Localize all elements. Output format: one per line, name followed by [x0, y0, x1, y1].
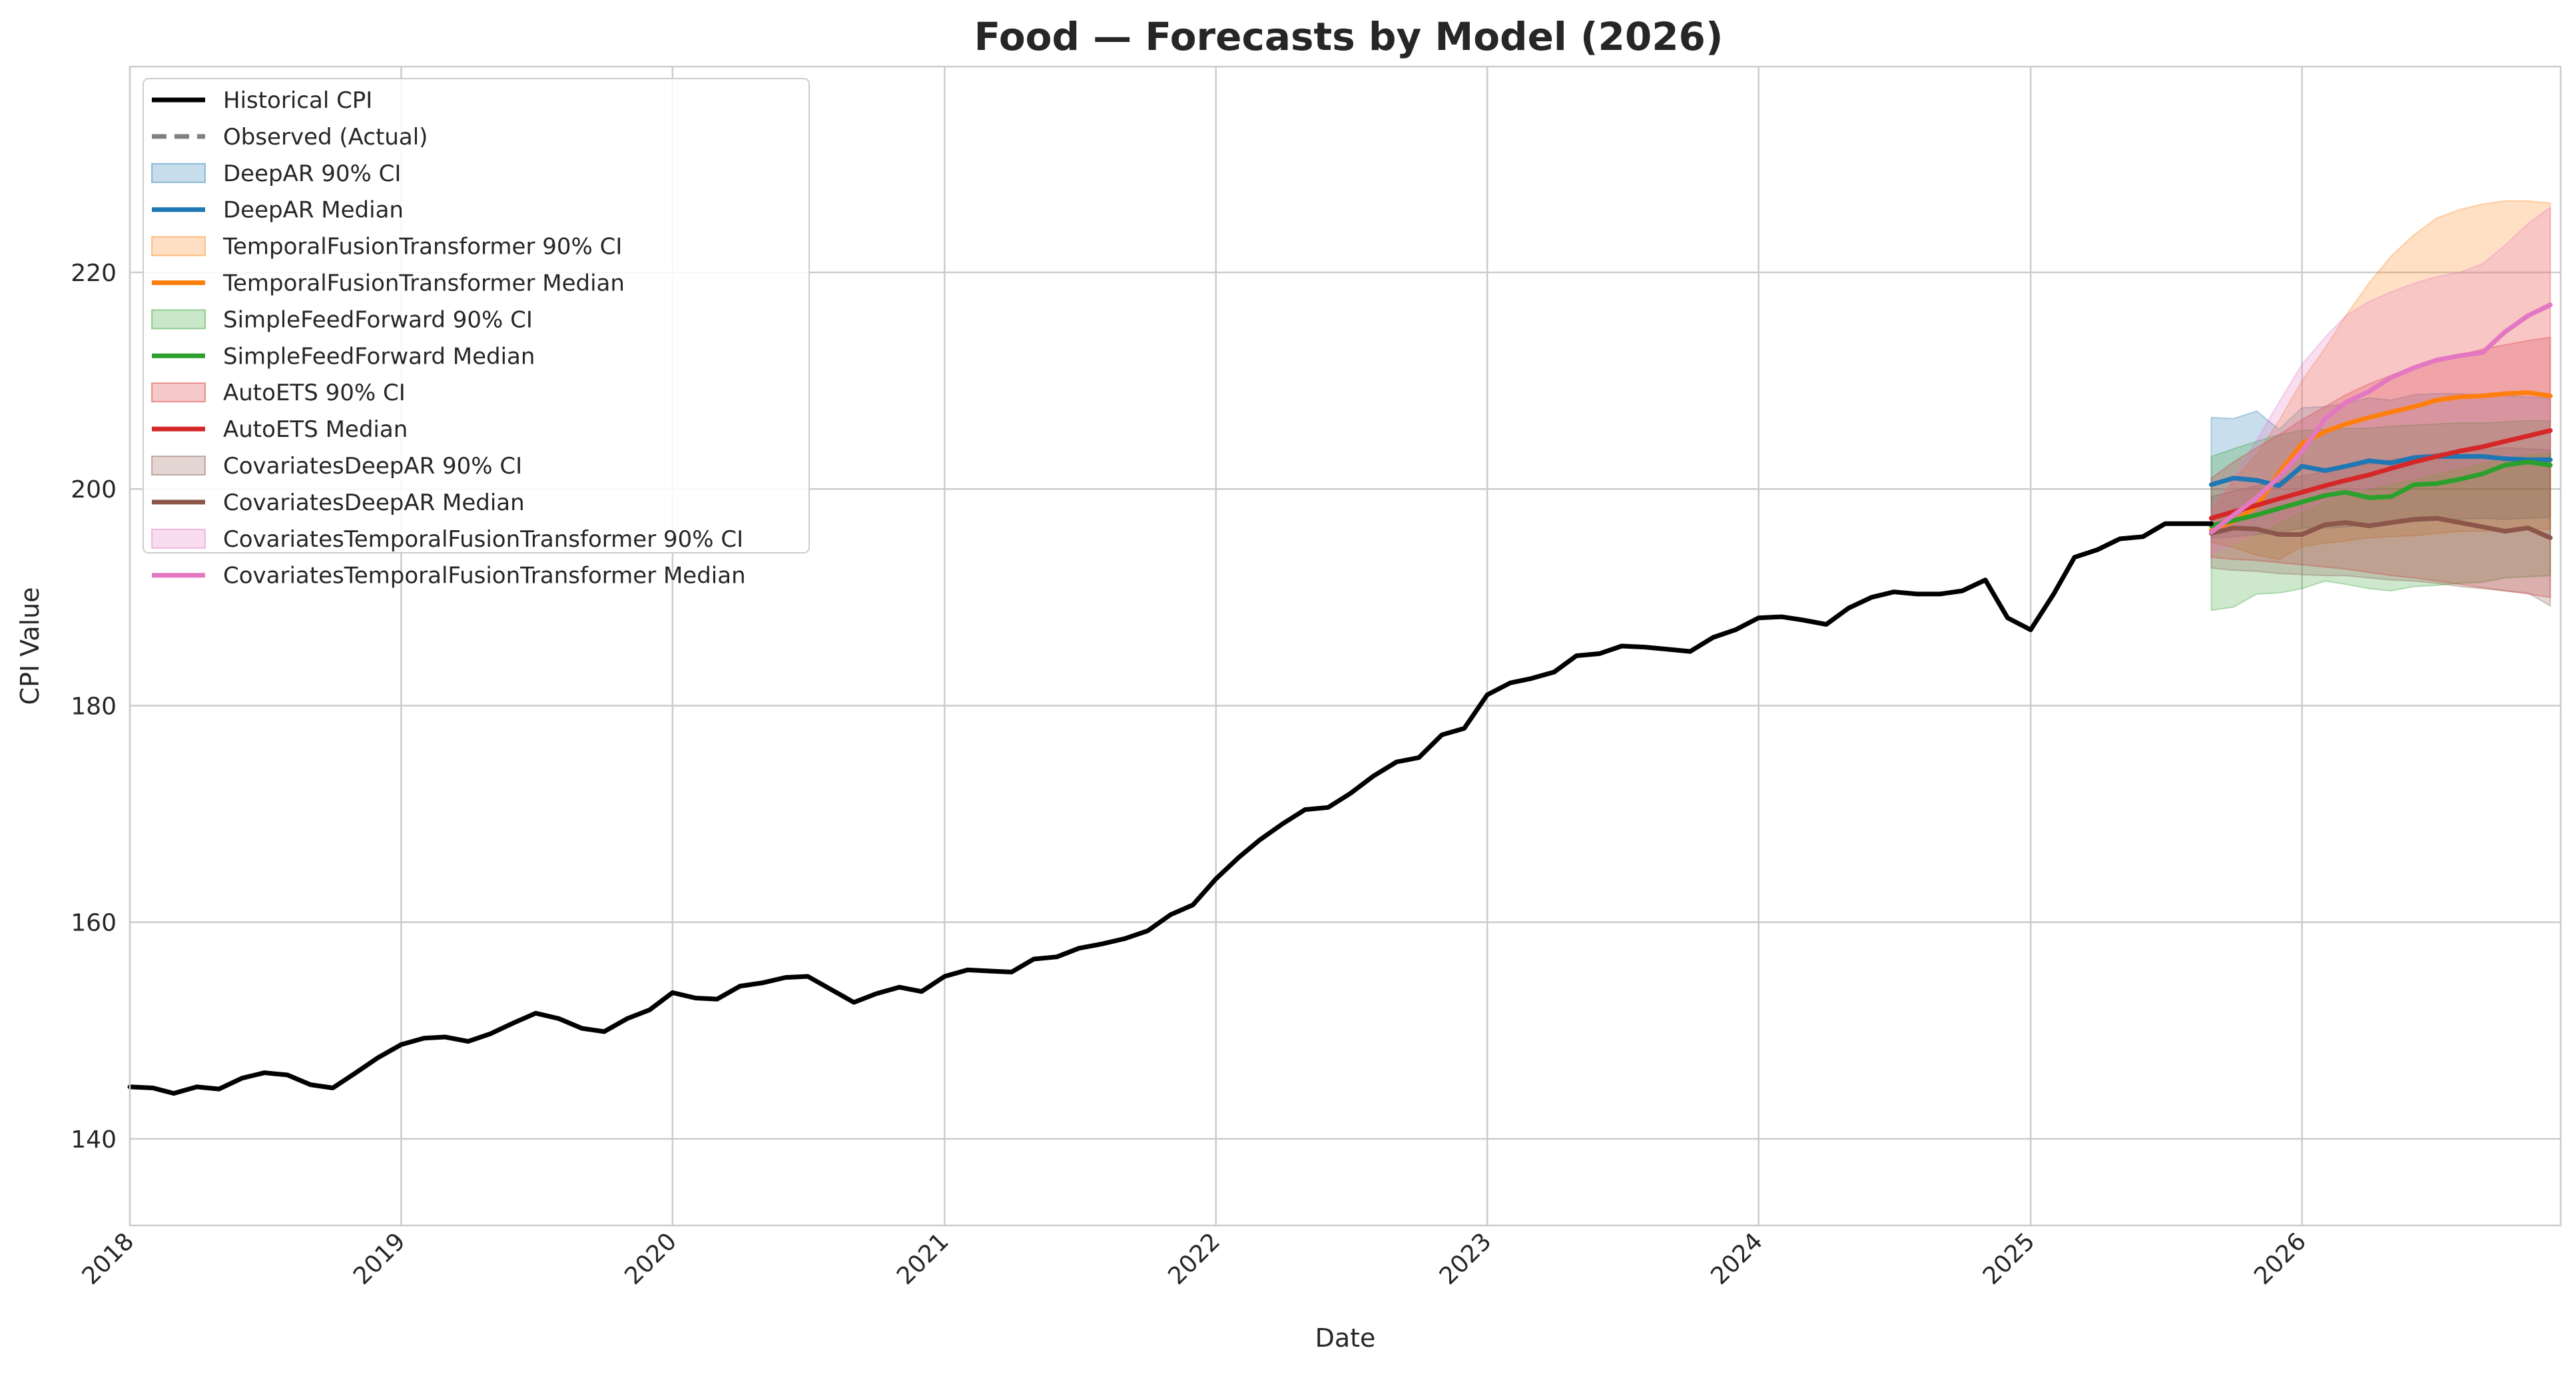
legend-label: DeepAR 90% CI — [223, 161, 401, 187]
simplefeedforward-median-line — [2208, 460, 2553, 528]
y-axis-label: CPI Value — [15, 587, 45, 705]
autoets-median-line — [2208, 428, 2553, 521]
legend-item-temporalfusiontransformer-median: TemporalFusionTransformer Median — [152, 270, 625, 297]
legend-swatch — [151, 456, 206, 476]
covariatestemporalfusiontransformer-ci-band — [2210, 206, 2551, 555]
legend-item-temporalfusiontransformer-90-ci: TemporalFusionTransformer 90% CI — [151, 234, 622, 260]
legend-label: AutoETS Median — [223, 416, 408, 443]
legend-item-autoets-90-ci: AutoETS 90% CI — [151, 380, 406, 406]
ci-bands-layer — [2210, 200, 2551, 611]
legend-item-historical-cpi: Historical CPI — [152, 87, 372, 114]
x-axis-label: Date — [1315, 1323, 1376, 1353]
legend-label: SimpleFeedForward 90% CI — [223, 306, 533, 333]
legend-label: AutoETS 90% CI — [223, 380, 406, 406]
legend-items: Historical CPI Observed (Actual) DeepAR 90… — [151, 87, 746, 589]
legend-label: CovariatesDeepAR 90% CI — [223, 453, 522, 480]
legend-item-autoets-median: AutoETS Median — [152, 416, 408, 443]
legend-label: Observed (Actual) — [223, 124, 428, 151]
legend-swatch — [151, 163, 206, 183]
historical-cpi-line — [127, 521, 2214, 1096]
legend-label: CovariatesDeepAR Median — [223, 490, 525, 516]
legend-item-covariatesdeepar-90-ci: CovariatesDeepAR 90% CI — [151, 453, 522, 480]
legend-label: Historical CPI — [223, 87, 372, 114]
legend-swatch — [151, 309, 206, 330]
legend: Historical CPI Observed (Actual) DeepAR 90… — [143, 78, 810, 589]
legend-item-deepar-median: DeepAR Median — [152, 197, 404, 224]
legend-label: TemporalFusionTransformer 90% CI — [222, 234, 622, 260]
legend-swatch — [151, 528, 206, 549]
y-tick-label-220: 220 — [71, 260, 117, 287]
legend-label: SimpleFeedForward Median — [223, 343, 535, 370]
covariatesdeepar-median-line — [2208, 515, 2553, 540]
chart-title: Food — Forecasts by Model (2026) — [974, 14, 1724, 59]
legend-item-covariatestemporalfusiontransformer-median: CovariatesTemporalFusionTransformer Medi… — [152, 563, 746, 589]
legend-label: CovariatesTemporalFusionTransformer 90% … — [223, 526, 743, 553]
legend-item-deepar-90-ci: DeepAR 90% CI — [151, 161, 401, 187]
y-tick-label-180: 180 — [71, 693, 117, 720]
legend-swatch — [151, 236, 206, 256]
legend-item-covariatesdeepar-median: CovariatesDeepAR Median — [152, 490, 525, 516]
legend-box — [143, 78, 810, 553]
legend-label: DeepAR Median — [223, 197, 404, 224]
legend-item-covariatestemporalfusiontransformer-90-ci: CovariatesTemporalFusionTransformer 90% … — [151, 526, 743, 553]
legend-label: TemporalFusionTransformer Median — [222, 270, 625, 297]
deepar-median-line — [2208, 454, 2553, 488]
legend-item-simplefeedforward-median: SimpleFeedForward Median — [152, 343, 535, 370]
legend-item-simplefeedforward-90-ci: SimpleFeedForward 90% CI — [151, 306, 533, 333]
y-tick-label-200: 200 — [71, 476, 117, 504]
series-lines-layer — [127, 302, 2553, 1096]
legend-item-observed-actual: Observed (Actual) — [152, 124, 428, 151]
y-tick-label-140: 140 — [71, 1126, 117, 1154]
covariatestemporalfusiontransformer-median-line — [2208, 302, 2553, 535]
legend-swatch — [151, 382, 206, 403]
legend-label: CovariatesTemporalFusionTransformer Medi… — [223, 563, 746, 589]
y-tick-labels: 140 160 180 200 220 — [71, 260, 117, 1154]
y-tick-label-160: 160 — [71, 910, 117, 937]
plot-frame — [129, 65, 2562, 1227]
